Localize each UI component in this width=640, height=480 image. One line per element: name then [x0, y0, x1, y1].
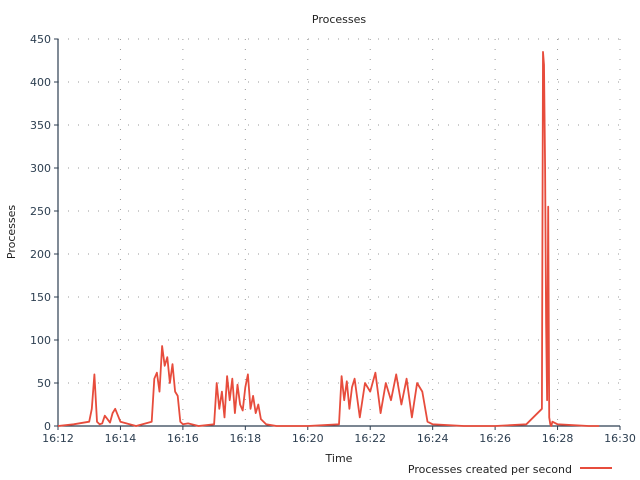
x-ticks: 16:12 16:14 16:16 16:18 16:20 16:22 16:24 16:26…	[42, 426, 636, 445]
y-tick-label: 400	[30, 76, 51, 89]
y-tick-label: 200	[30, 248, 51, 261]
x-tick-label: 16:12	[42, 432, 74, 445]
x-tick-label: 16:18	[229, 432, 261, 445]
x-tick-label: 16:24	[417, 432, 449, 445]
legend: Processes created per second	[408, 463, 612, 476]
y-tick-label: 450	[30, 33, 51, 46]
x-tick-label: 16:28	[542, 432, 574, 445]
series-layer	[57, 51, 600, 427]
y-tick-label: 350	[30, 119, 51, 132]
x-tick-label: 16:22	[354, 432, 386, 445]
y-axis-label: Processes	[5, 205, 18, 259]
x-tick-label: 16:14	[105, 432, 137, 445]
grid-lines	[58, 38, 621, 426]
x-tick-label: 16:16	[167, 432, 199, 445]
series-line-0	[57, 51, 600, 427]
x-tick-label: 16:26	[479, 432, 511, 445]
y-tick-label: 50	[37, 377, 51, 390]
y-tick-label: 150	[30, 291, 51, 304]
y-tick-label: 300	[30, 162, 51, 175]
x-axis-label: Time	[325, 452, 353, 465]
x-tick-label: 16:20	[292, 432, 324, 445]
y-tick-label: 250	[30, 205, 51, 218]
y-tick-label: 0	[44, 420, 51, 433]
axes	[57, 39, 620, 427]
y-ticks: 0 50 100 150 200 250 300 350 400 450	[30, 33, 58, 433]
chart-title: Processes	[312, 13, 366, 26]
x-tick-label: 16:30	[604, 432, 636, 445]
y-tick-label: 100	[30, 334, 51, 347]
legend-entry-label: Processes created per second	[408, 463, 572, 476]
